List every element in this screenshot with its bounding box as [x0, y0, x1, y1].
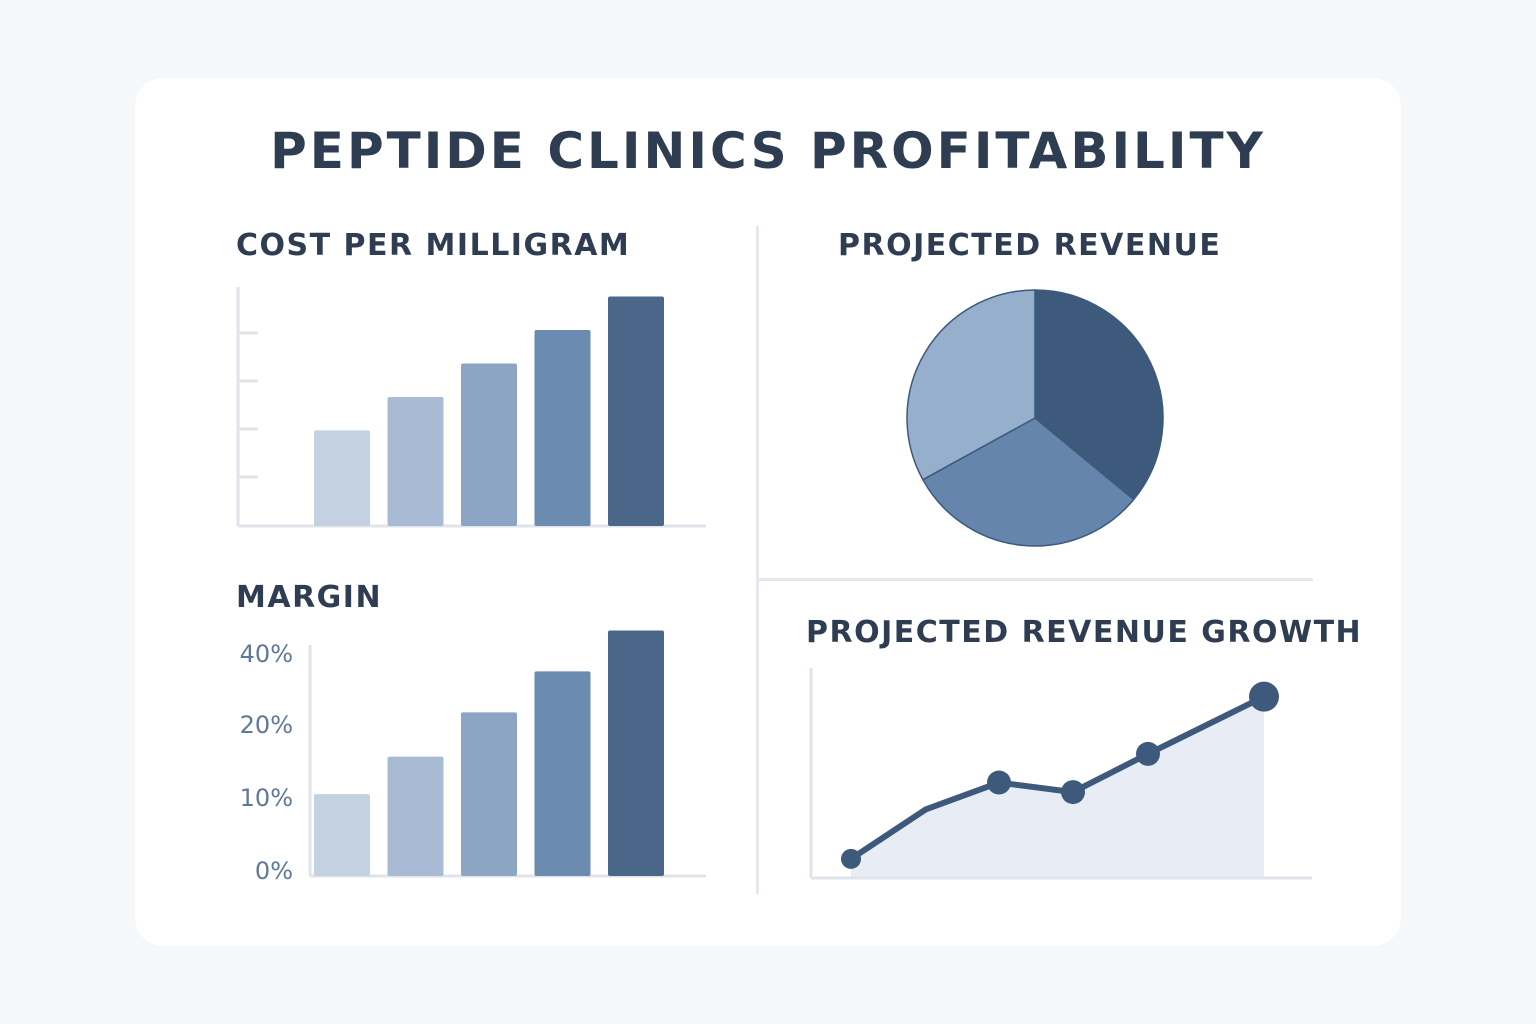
margin-tick-label: 0%	[255, 857, 293, 885]
pie-slice-1	[1034, 289, 1164, 501]
cost-bar-2	[387, 396, 444, 526]
projected-revenue-title: PROJECTED REVENUE	[838, 228, 1222, 263]
growth-area-fill	[851, 696, 1264, 878]
growth-point-6	[1249, 681, 1279, 712]
margin-tick-label: 10%	[240, 784, 293, 812]
cost-per-milligram-title: COST PER MILLIGRAM	[236, 228, 631, 263]
horizontal-divider	[758, 578, 1313, 581]
vertical-divider	[756, 226, 759, 894]
cost-bar-4	[534, 330, 591, 526]
page-title: PEPTIDE CLINICS PROFITABILITY	[270, 122, 1266, 180]
margin-title: MARGIN	[236, 580, 383, 615]
cost-bar-3	[461, 363, 517, 526]
margin-tick-label: 20%	[240, 711, 293, 739]
cost-bar-1	[314, 430, 370, 526]
projected-revenue-growth-title: PROJECTED REVENUE GROWTH	[806, 615, 1363, 650]
growth-point-1	[841, 848, 861, 869]
margin-bar-3	[461, 712, 517, 876]
growth-point-5	[1136, 741, 1160, 766]
margin-bar-4	[534, 671, 591, 876]
cost-bar-5	[608, 296, 664, 526]
growth-line	[848, 693, 1267, 862]
pie-slice-3	[906, 289, 1036, 481]
margin-bar-1	[314, 794, 370, 876]
margin-bar-5	[608, 630, 664, 876]
margin-bar-2	[387, 756, 444, 876]
growth-point-3	[987, 770, 1011, 795]
growth-point-4	[1061, 780, 1085, 805]
margin-tick-label: 40%	[240, 640, 293, 668]
pie-slice-2	[922, 417, 1135, 547]
